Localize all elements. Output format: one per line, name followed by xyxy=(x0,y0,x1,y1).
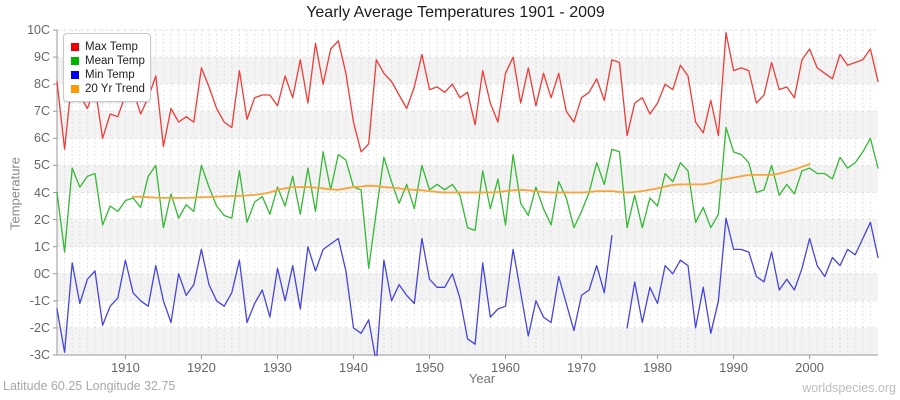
coordinates-label: Latitude 60.25 Longitude 32.75 xyxy=(3,379,176,393)
legend-swatch-icon xyxy=(71,56,79,65)
x-tick-label: 1990 xyxy=(719,360,749,375)
legend-swatch-icon xyxy=(71,70,79,79)
max-temp-line xyxy=(56,32,879,153)
legend-item-min-temp[interactable]: Min Temp xyxy=(71,68,143,81)
x-axis-title: Year xyxy=(468,371,496,386)
legend-item-20-yr-trend[interactable]: 20 Yr Trend xyxy=(71,82,145,95)
y-tick-label: -3C xyxy=(29,348,50,362)
min-temp-line xyxy=(56,217,879,356)
y-tick-label: 10C xyxy=(27,23,50,37)
plot-band xyxy=(57,111,878,139)
y-tick-label: 1C xyxy=(34,239,50,254)
mean-temp-line xyxy=(56,126,879,269)
legend-swatch-icon xyxy=(71,42,79,51)
x-tick-label: 2000 xyxy=(795,360,825,375)
20-yr-trend-line xyxy=(132,163,811,199)
x-tick-label: 1940 xyxy=(339,360,368,375)
x-tick-label: 1920 xyxy=(186,360,216,375)
y-tick-label: 4C xyxy=(34,185,50,200)
legend-label: Min Temp xyxy=(85,68,135,81)
x-tick-label: 1910 xyxy=(110,360,140,375)
y-tick-label: 5C xyxy=(34,158,50,173)
x-tick-label: 1980 xyxy=(643,360,672,375)
legend-swatch-icon xyxy=(71,84,79,93)
x-tick-label: 1970 xyxy=(567,360,596,375)
legend-label: Max Temp xyxy=(85,40,138,53)
watermark: worldspecies.org xyxy=(802,381,896,395)
legend-item-mean-temp[interactable]: Mean Temp xyxy=(71,54,145,67)
y-tick-label: 9C xyxy=(34,50,50,65)
legend-label: Mean Temp xyxy=(85,54,145,67)
x-tick-label: 1950 xyxy=(415,360,444,375)
legend-label: 20 Yr Trend xyxy=(85,82,145,95)
x-tick-label: 1930 xyxy=(262,360,292,375)
y-tick-label: 6C xyxy=(34,131,50,146)
y-tick-label: 8C xyxy=(34,77,50,92)
y-tick-label: -1C xyxy=(29,293,50,308)
x-tick-label: 1960 xyxy=(491,360,520,375)
legend-item-max-temp[interactable]: Max Temp xyxy=(71,40,143,53)
y-tick-label: 2C xyxy=(34,212,50,227)
y-tick-label: 7C xyxy=(34,104,50,119)
y-tick-label: 0C xyxy=(34,266,50,281)
chart-legend: Max Temp Mean Temp Min Temp 20 Yr Trend xyxy=(63,33,151,102)
y-tick-label: -2C xyxy=(29,320,50,335)
chart-title: Yearly Average Temperatures 1901 - 2009 xyxy=(306,4,605,21)
